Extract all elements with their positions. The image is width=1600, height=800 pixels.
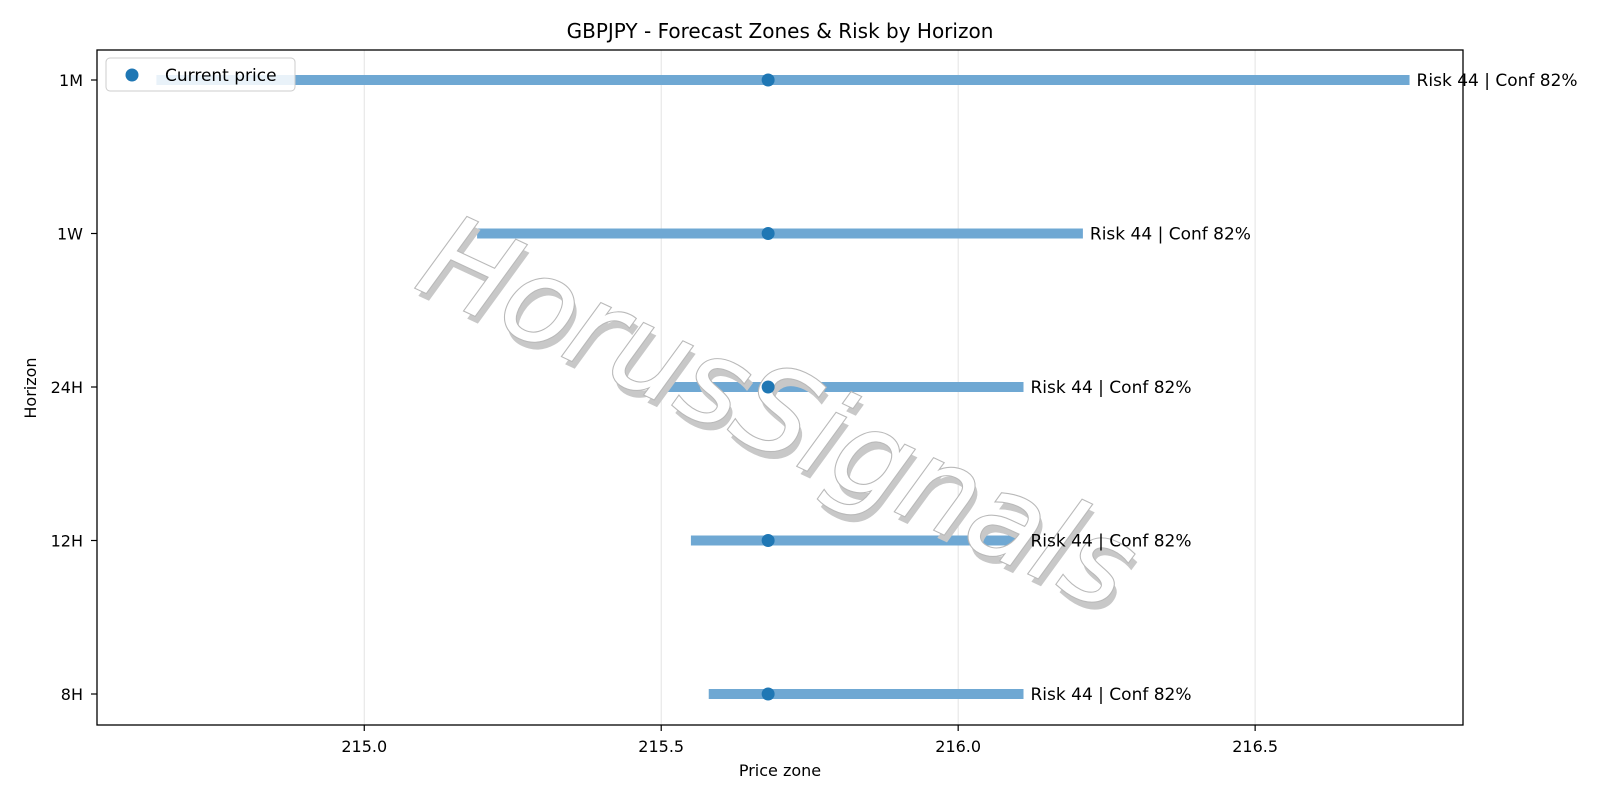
legend-box	[105, 57, 296, 92]
x-tick-label: 216.0	[935, 737, 981, 756]
risk-annotation: Risk 44 | Conf 82%	[1031, 378, 1192, 398]
zone-bar	[477, 228, 1083, 239]
zone-bar	[708, 689, 1024, 699]
bar-layer	[156, 75, 1410, 699]
y-tick-label: 1M	[59, 71, 83, 90]
y-tick-label: 8H	[61, 685, 83, 704]
legend-label: Current price	[165, 66, 277, 86]
x-axis: 215.0 215.5 216.0 216.5	[341, 725, 1278, 756]
point-layer	[761, 73, 775, 701]
watermark: HorusSignals HorusSignals	[400, 186, 1160, 645]
x-axis-label: Price zone	[739, 761, 821, 780]
risk-annotation: Risk 44 | Conf 82%	[1031, 685, 1192, 705]
current-price-point	[761, 73, 775, 87]
y-tick-label: 1W	[57, 225, 83, 244]
x-tick-label: 215.0	[341, 737, 387, 756]
x-tick-label: 215.5	[638, 737, 684, 756]
current-price-point	[761, 380, 775, 394]
risk-annotation: Risk 44 | Conf 82%	[1417, 71, 1578, 91]
current-price-point	[761, 534, 775, 547]
risk-annotation: Risk 44 | Conf 82%	[1090, 225, 1251, 245]
y-tick-label: 12H	[51, 532, 83, 551]
legend: Current price	[105, 57, 296, 92]
y-axis: 1M 1W 24H 12H 8H	[51, 71, 97, 704]
annotation-layer: Risk 44 | Conf 82% Risk 44 | Conf 82% Risk…	[1031, 71, 1578, 705]
zone-bar	[690, 535, 1024, 546]
current-price-point	[761, 227, 775, 240]
y-tick-label: 24H	[51, 378, 83, 397]
y-axis-label: Horizon	[21, 357, 40, 418]
zone-bar	[156, 75, 1410, 85]
current-price-point	[761, 687, 775, 701]
risk-annotation: Risk 44 | Conf 82%	[1031, 532, 1192, 552]
zone-bar	[661, 382, 1024, 392]
x-tick-label: 216.5	[1232, 737, 1278, 756]
legend-marker	[125, 68, 139, 82]
chart-title: GBPJPY - Forecast Zones & Risk by Horizo…	[567, 19, 994, 43]
watermark-text: HorusSignals	[401, 187, 1157, 637]
